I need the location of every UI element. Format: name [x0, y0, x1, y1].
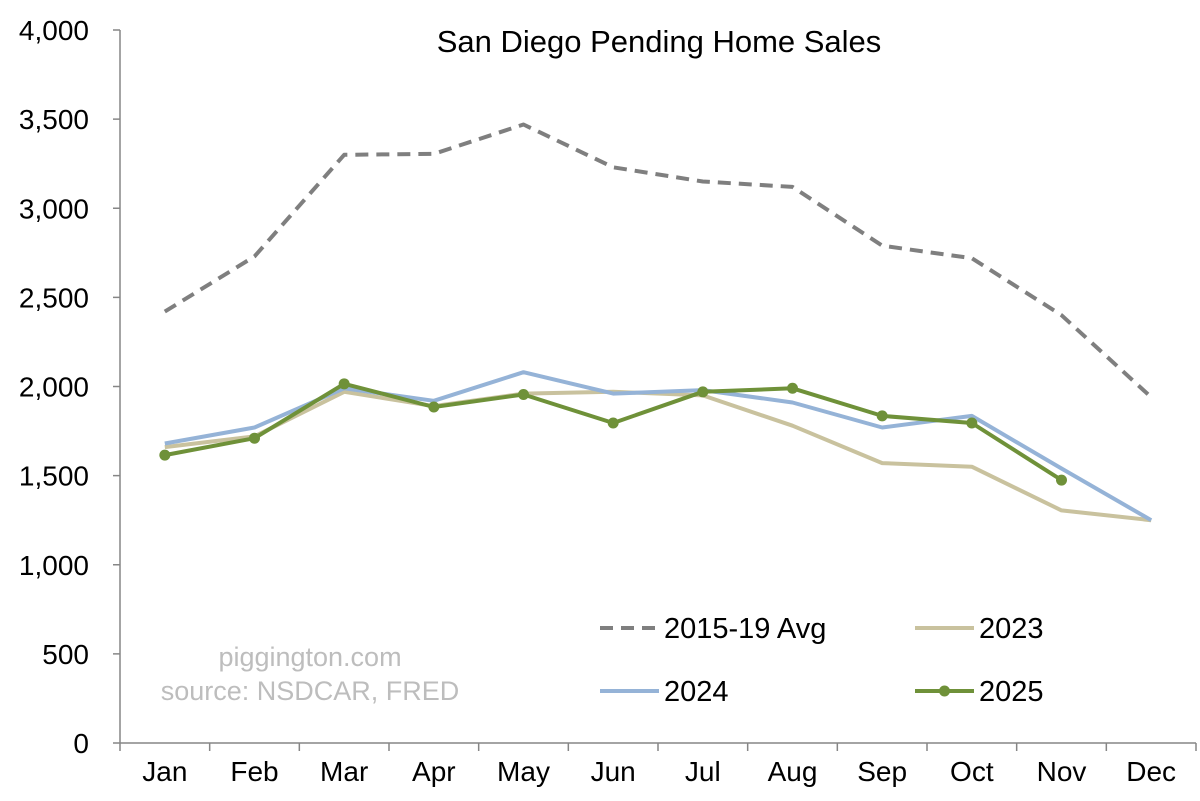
series-line-2015-19-avg — [163, 122, 1153, 399]
watermark-site: piggington.com — [218, 642, 401, 672]
y-tick-label: 4,000 — [19, 15, 89, 46]
y-tick-label: 2,000 — [19, 372, 89, 403]
legend: 2015-19 Avg 2023 2024 2025 — [600, 613, 1044, 708]
x-tick-label: Mar — [320, 756, 368, 787]
x-tick-label: Sep — [857, 756, 907, 787]
y-tick-label: 1,000 — [19, 550, 89, 581]
x-tick-label: May — [497, 756, 550, 787]
data-point — [607, 417, 619, 429]
legend-item: 2015-19 Avg — [600, 613, 826, 645]
data-point — [876, 410, 888, 422]
legend-marker — [939, 685, 950, 697]
data-point — [338, 378, 350, 390]
data-point — [787, 382, 798, 394]
x-tick-label: Jun — [591, 756, 636, 787]
legend-label: 2025 — [979, 676, 1044, 708]
legend-label: 2023 — [979, 613, 1044, 645]
data-point — [697, 386, 709, 398]
legend-label: 2015-19 Avg — [664, 613, 826, 645]
x-tick-label: Aug — [768, 756, 818, 787]
x-tick-label: Oct — [950, 756, 994, 787]
y-tick-label: 3,500 — [19, 104, 89, 135]
y-tick-label: 3,000 — [19, 193, 89, 224]
legend-label: 2024 — [664, 676, 729, 708]
x-tick-label: Jul — [685, 756, 721, 787]
data-point — [1056, 474, 1067, 486]
y-tick-label: 1,500 — [19, 461, 89, 492]
data-point — [428, 401, 440, 413]
series-layer — [159, 122, 1153, 523]
y-tick-label: 0 — [73, 728, 89, 759]
watermark: piggington.com source: NSDCAR, FRED — [161, 642, 460, 706]
y-tick-label: 2,500 — [19, 282, 89, 313]
series-line-2023 — [164, 389, 1152, 523]
axes: 0 500 1,000 1,500 2,000 2,500 3,000 3,500 4,000 J… — [19, 15, 1197, 787]
x-tick-label: Dec — [1126, 756, 1176, 787]
data-point — [249, 432, 260, 444]
legend-item: 2025 — [915, 676, 1044, 708]
chart-title: San Diego Pending Home Sales — [437, 24, 882, 59]
data-point — [159, 449, 171, 461]
data-point — [966, 417, 978, 429]
x-tick-label: Nov — [1037, 756, 1087, 787]
legend-item: 2024 — [600, 676, 729, 708]
y-tick-label: 500 — [42, 639, 89, 670]
watermark-source: source: NSDCAR, FRED — [161, 676, 460, 706]
x-tick-label: Jan — [142, 756, 187, 787]
x-tick-label: Feb — [230, 756, 278, 787]
x-tick-label: Apr — [412, 756, 456, 787]
data-point — [518, 389, 529, 401]
legend-item: 2023 — [915, 613, 1044, 645]
